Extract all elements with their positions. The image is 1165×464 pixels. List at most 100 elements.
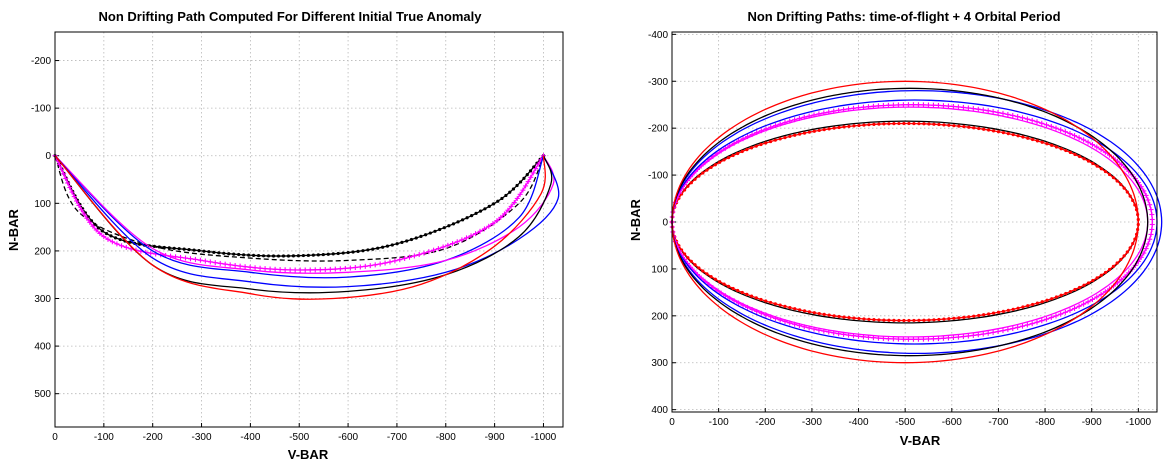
chart-left-series-1-marker — [366, 248, 370, 252]
chart-right-series-1-marker — [1050, 143, 1054, 147]
chart-left-series-1-marker — [346, 250, 350, 255]
chart-right-svg: Non Drifting Paths: time-of-flight + 4 O… — [628, 9, 1163, 448]
chart-left-series-1-marker — [522, 176, 526, 180]
chart-right-series-1-marker — [1006, 308, 1010, 313]
chart-left-series-1-marker — [247, 253, 251, 257]
chart-left-series-1-marker — [409, 237, 414, 242]
chart-right-series-1-marker — [1103, 169, 1108, 174]
chart-right-series-1-marker — [718, 280, 722, 284]
chart-right-series-1-marker — [817, 128, 821, 133]
chart-right-series-1-marker — [882, 318, 886, 322]
chart-left-series-1-marker — [483, 207, 487, 211]
chart-left-series-1-marker — [414, 236, 418, 240]
chart-right-series-1-marker — [731, 286, 735, 291]
chart-right-series-1-marker — [977, 313, 981, 318]
chart-left-series-1-marker — [500, 196, 504, 201]
chart-left-series-1-marker — [104, 231, 109, 236]
chart-right-series-1-marker — [932, 318, 936, 322]
chart-left-series-1-marker — [316, 253, 320, 257]
chart-right-xlabel: V-BAR — [900, 433, 941, 448]
chart-left-series-1-marker — [385, 244, 390, 248]
chart-left-series-7-line — [54, 155, 546, 300]
chart-right-series-1-marker — [917, 122, 921, 126]
chart-left-series-1-marker — [192, 248, 196, 252]
chart-right-xtick-label-7: -700 — [988, 417, 1008, 428]
chart-right-series-1-marker — [759, 142, 763, 147]
chart-right-series-1-marker — [693, 263, 697, 267]
chart-right-series-1-marker — [1026, 304, 1030, 308]
chart-left-ytick-label-2: 0 — [45, 151, 51, 162]
chart-right-series-1-marker — [837, 314, 841, 319]
chart-right-series-1-marker — [740, 149, 744, 154]
chart-right-title: Non Drifting Paths: time-of-flight + 4 O… — [747, 9, 1060, 24]
chart-right-xtick-label-0: 0 — [669, 417, 675, 428]
chart-right-ytick-label-4: 0 — [662, 218, 668, 229]
chart-right-series-1-marker — [991, 311, 996, 315]
chart-right-series-1-marker — [882, 122, 886, 126]
chart-left-series-1-marker — [89, 219, 94, 223]
chart-right-series-1-marker — [1086, 281, 1091, 285]
chart-right-series-1-marker — [972, 314, 976, 318]
chart-left-series-1-marker — [237, 252, 241, 257]
chart-left-series-1-marker — [395, 242, 399, 246]
chart-left-series-1-marker — [109, 234, 113, 238]
chart-right-xtick-label-5: -500 — [895, 417, 915, 428]
chart-right-series-1-marker — [1128, 246, 1132, 250]
chart-left-series-1-marker — [281, 254, 286, 258]
chart-right-series-1-marker — [1122, 186, 1126, 190]
chart-right-series-1-marker — [822, 128, 826, 132]
chart-left-series-1-marker — [86, 215, 90, 219]
chart-right-series-1-marker — [877, 318, 881, 322]
chart-right-series-1-marker — [907, 121, 911, 126]
chart-right-series-1-marker — [832, 314, 836, 318]
chart-left-series-1-marker — [137, 242, 142, 246]
chart-right-series-1-marker — [1073, 152, 1077, 157]
chart-right-series-1-marker — [972, 126, 976, 130]
chart-left-series-1-marker — [447, 224, 451, 228]
chart-right-series-1-marker — [709, 274, 713, 279]
chart-right-axes-frame — [671, 31, 1158, 413]
chart-left-series-1-marker — [351, 250, 355, 254]
chart-right-series-1-marker — [1133, 203, 1137, 207]
chart-left-series-1-marker — [336, 251, 340, 256]
chart-left-series-1-marker — [460, 218, 465, 222]
chart-right-series-1-marker — [802, 309, 807, 313]
chart-left-series-1-marker — [118, 237, 122, 242]
chart-right-series-1-marker — [1111, 264, 1116, 268]
chart-right-series-1-marker — [778, 137, 782, 141]
chart-right-series-1-markers — [670, 121, 1140, 323]
chart-right-series-1-marker — [827, 127, 831, 131]
chart-left-series-1-marker — [496, 199, 500, 203]
chart-right-series-1-marker — [783, 304, 787, 308]
chart-left-title: Non Drifting Path Computed For Different… — [98, 9, 482, 24]
chart-left-series-1-marker — [276, 254, 281, 258]
chart-left-series-1-marker — [187, 247, 191, 252]
chart-right-series-1-marker — [754, 144, 758, 148]
chart-right-series-1-marker — [705, 168, 709, 172]
chart-left-series-1-marker — [291, 254, 296, 258]
chart-left-series-1-marker — [341, 251, 345, 255]
chart-right-series-1-marker — [701, 269, 705, 273]
chart-right-series-1-marker — [793, 307, 797, 311]
chart-right-xtick-label-2: -200 — [755, 417, 775, 428]
chart-right-series-1-marker — [907, 318, 911, 323]
chart-right-series-1-marker — [713, 163, 717, 167]
chart-right-series-1-marker — [827, 313, 831, 317]
chart-right-series-1-marker — [807, 130, 812, 134]
chart-right-ytick-label-2: -200 — [648, 124, 668, 135]
chart-right-series-1-marker — [718, 160, 722, 164]
chart-left-series-1-marker — [487, 204, 491, 208]
chart-left-series-6-line — [54, 155, 553, 294]
chart-right-series-1-marker — [697, 266, 701, 270]
chart-left-series-1-marker — [242, 253, 246, 257]
chart-right-series-1-marker — [754, 296, 758, 300]
chart-right-series-1-marker — [1011, 133, 1015, 137]
chart-right-series-1-marker — [1111, 176, 1116, 180]
chart-right-series-1-marker — [887, 318, 891, 322]
chart-right-series-1-marker — [1021, 305, 1025, 309]
chart-left-series-1-marker — [251, 253, 256, 258]
chart-right-series-1-marker — [1054, 145, 1059, 149]
chart-right-series-1-marker — [1077, 285, 1082, 290]
chart-right-series-1-marker — [947, 317, 951, 321]
chart-right-series-1-marker — [1099, 273, 1103, 277]
